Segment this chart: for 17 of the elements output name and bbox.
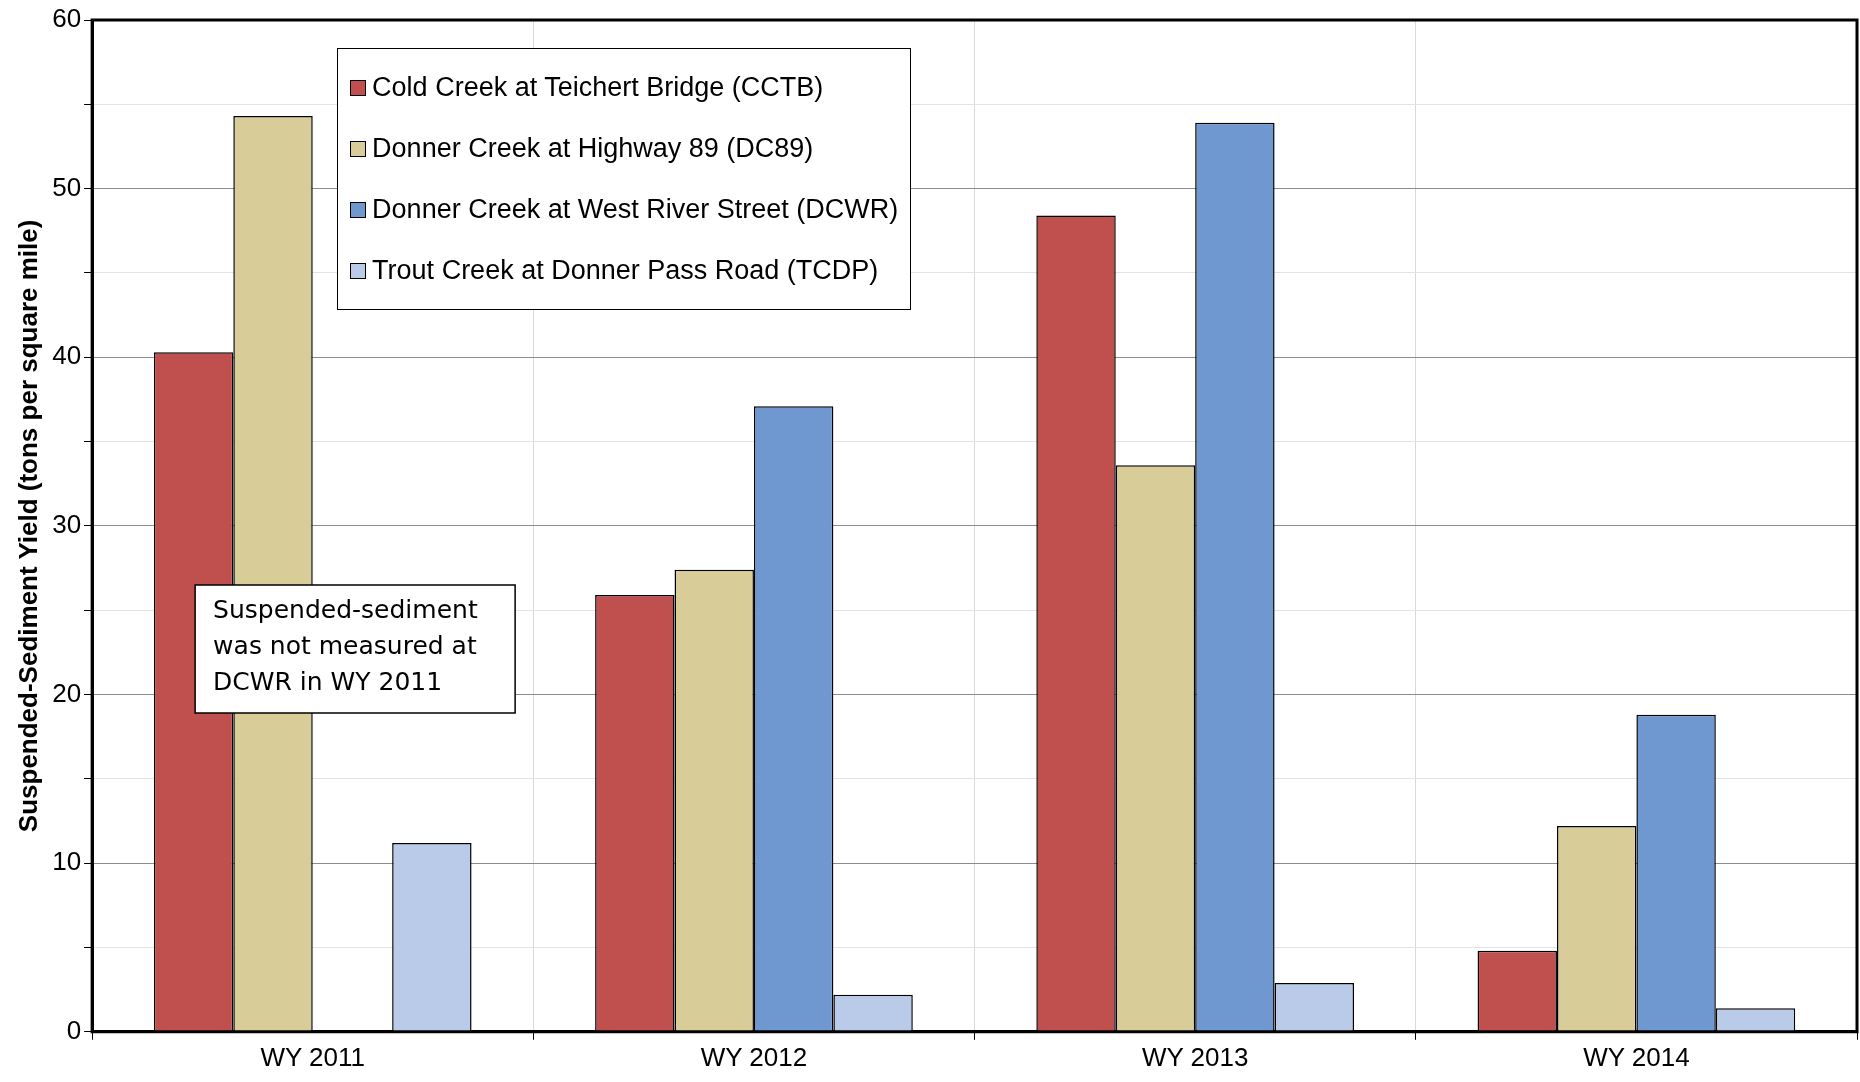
legend-label: Donner Creek at Highway 89 (DC89) — [372, 133, 814, 164]
x-tick-label: WY 2014 — [1583, 1041, 1690, 1072]
y-tick-label: 30 — [52, 509, 82, 540]
y-tick-label: 60 — [52, 3, 82, 34]
y-tick-label: 10 — [52, 846, 82, 877]
x-tick-label: WY 2012 — [700, 1041, 808, 1072]
y-tick-label: 20 — [52, 677, 82, 708]
y-tick-label: 0 — [66, 1014, 82, 1045]
y-tick-label: 50 — [52, 171, 82, 202]
y-axis-title: Suspended-Sediment Yield (tons per square mile) — [12, 219, 43, 833]
legend-label: Cold Creek at Teichert Bridge (CCTB) — [372, 72, 824, 103]
x-tick-label: WY 2011 — [260, 1041, 365, 1072]
legend-label: Donner Creek at West River Street (DCWR) — [372, 194, 899, 225]
y-tick-label: 40 — [52, 340, 82, 371]
x-tick-label: WY 2013 — [1141, 1041, 1249, 1072]
legend-label: Trout Creek at Donner Pass Road (TCDP) — [372, 255, 879, 286]
annotation: Suspended-sediment was not measured at DCWR in WY 2011 — [213, 595, 478, 696]
